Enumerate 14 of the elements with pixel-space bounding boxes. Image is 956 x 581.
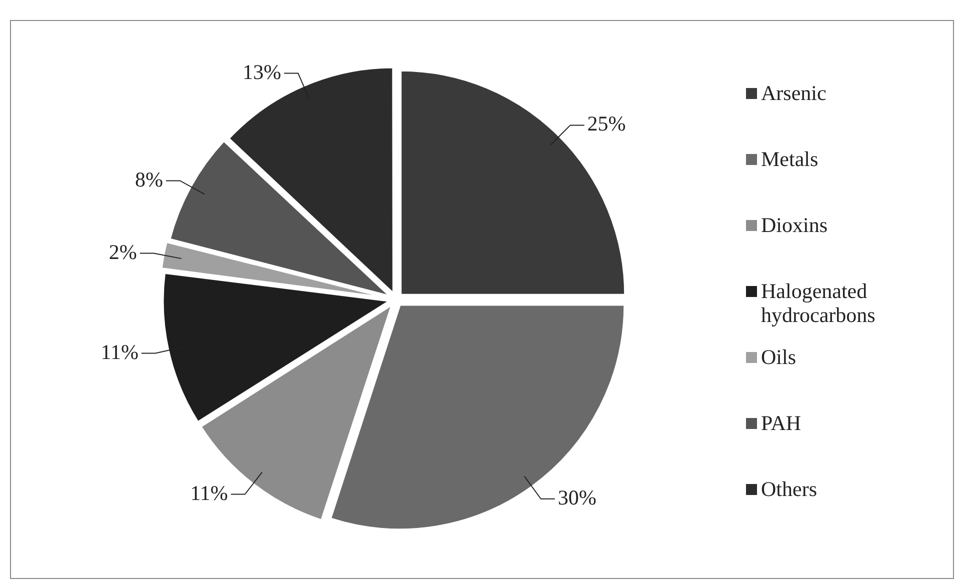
data-label: 30% — [558, 485, 596, 510]
legend-label: Arsenic — [761, 81, 826, 105]
data-label: 11% — [100, 340, 138, 364]
data-label: 13% — [242, 60, 282, 84]
data-label: 11% — [190, 480, 228, 505]
legend-label: Oils — [761, 345, 796, 369]
legend-label: PAH — [761, 411, 802, 435]
data-label: 2% — [108, 240, 137, 264]
data-label: 25% — [587, 112, 626, 136]
legend-label: Metals — [761, 147, 818, 171]
data-label: 8% — [134, 167, 163, 192]
legend-label: Dioxins — [761, 213, 828, 237]
legend-label: Others — [761, 477, 817, 501]
legend-label: Halogenated hydrocarbons — [761, 279, 876, 327]
